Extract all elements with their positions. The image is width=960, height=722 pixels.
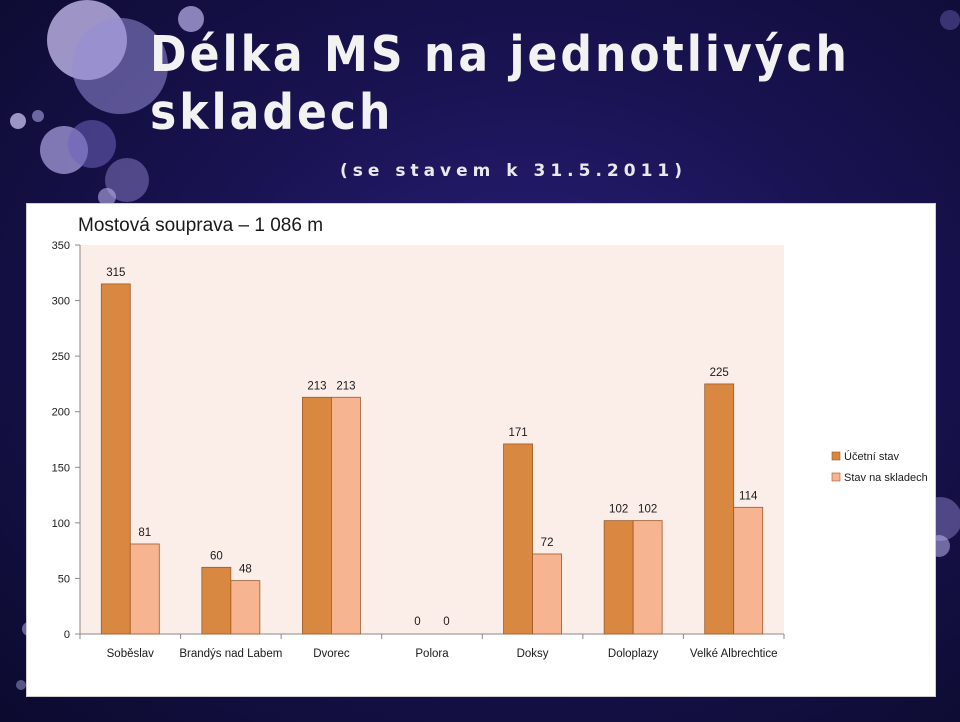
x-category-label: Doksy — [517, 648, 549, 660]
data-label: 48 — [239, 564, 252, 576]
bar-stav-na-skladech — [632, 520, 663, 635]
decorative-bubble — [178, 6, 204, 32]
plot-area — [80, 245, 784, 634]
data-label: 102 — [638, 504, 657, 516]
data-label: 171 — [508, 427, 527, 439]
legend-swatch — [831, 472, 841, 482]
y-tick-label: 300 — [52, 296, 70, 308]
chart-title: Mostová souprava – 1 086 m — [78, 215, 323, 236]
data-label: 72 — [541, 537, 554, 549]
x-category-label: Velké Albrechtice — [690, 648, 778, 660]
data-label: 81 — [138, 527, 151, 539]
x-category-label: Dvorec — [313, 648, 350, 660]
data-label: 225 — [710, 367, 729, 379]
data-label: 0 — [414, 616, 420, 628]
y-tick-label: 100 — [52, 518, 70, 530]
y-tick-label: 50 — [58, 573, 70, 585]
decorative-bubble — [72, 18, 168, 114]
y-tick-label: 0 — [64, 629, 70, 641]
y-tick-label: 250 — [52, 351, 70, 363]
y-tick-label: 350 — [52, 240, 70, 252]
x-category-label: Doloplazy — [608, 648, 659, 660]
bar-stav-na-skladech — [532, 553, 562, 635]
bar-stav-na-skladech — [129, 543, 160, 635]
bar-stav-na-skladech — [331, 396, 361, 635]
data-label: 60 — [210, 550, 223, 562]
decorative-bubble — [940, 10, 960, 30]
data-label: 213 — [307, 380, 326, 392]
bar-ucetni-stav — [704, 383, 735, 635]
legend-label: Stav na skladech — [844, 472, 928, 484]
x-category-label: Soběslav — [107, 648, 155, 660]
legend-swatch — [831, 451, 841, 461]
bar-ucetni-stav — [201, 566, 232, 635]
bar-ucetni-stav — [603, 520, 634, 635]
slide-subtitle: (se stavem k 31.5.2011) — [340, 161, 688, 181]
bar-ucetni-stav — [503, 443, 533, 635]
data-label: 315 — [106, 267, 125, 279]
y-tick-label: 200 — [52, 407, 70, 419]
legend-label: Účetní stav — [844, 450, 900, 463]
bar-ucetni-stav — [100, 283, 131, 635]
y-tick-label: 150 — [52, 462, 70, 474]
x-category-label: Brandýs nad Labem — [179, 648, 282, 660]
data-label: 0 — [443, 616, 449, 628]
slide-title: Délka MS na jednotlivých skladech — [150, 26, 850, 141]
bar-ucetni-stav — [302, 396, 332, 635]
data-label: 102 — [609, 504, 628, 516]
decorative-bubble — [98, 188, 116, 206]
bar-stav-na-skladech — [230, 580, 261, 635]
x-category-label: Polora — [415, 648, 449, 660]
decorative-bubble — [10, 113, 26, 129]
data-label: 114 — [739, 490, 758, 502]
decorative-bubble — [32, 110, 44, 122]
data-label: 213 — [336, 380, 355, 392]
bar-stav-na-skladech — [733, 506, 764, 635]
decorative-bubble — [68, 120, 116, 168]
decorative-bubble — [16, 680, 26, 690]
